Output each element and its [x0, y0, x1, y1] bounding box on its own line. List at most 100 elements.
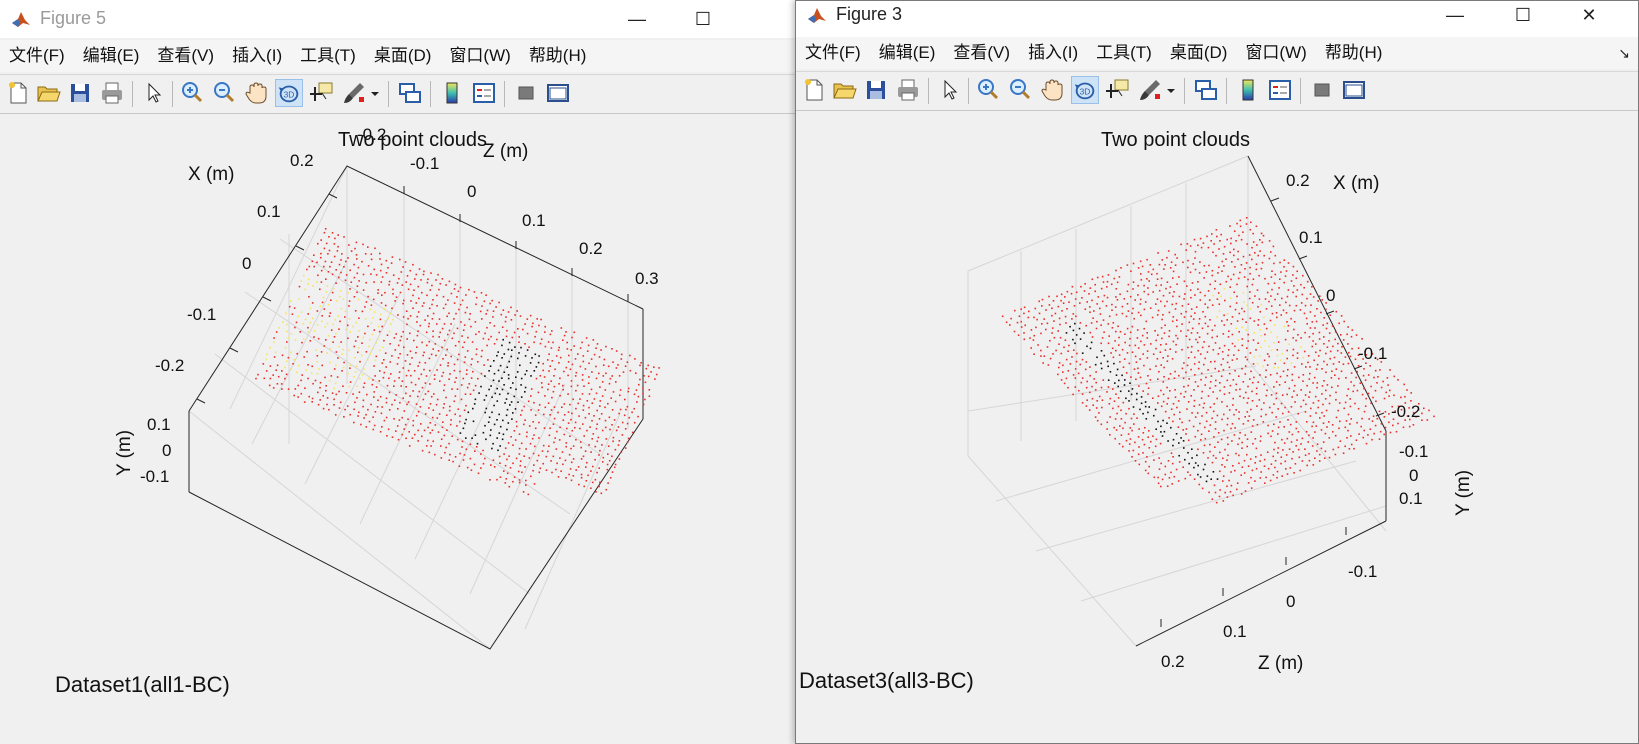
cloud-point: [1102, 379, 1105, 381]
minimize-button[interactable]: —: [628, 9, 646, 29]
menu-desktop[interactable]: 桌面(D): [373, 46, 432, 65]
menu-view[interactable]: 查看(V): [953, 43, 1011, 62]
cloud-point: [490, 429, 492, 431]
cloud-point: [1292, 354, 1294, 357]
menu-view[interactable]: 查看(V): [157, 46, 215, 65]
cloud-point: [618, 440, 621, 442]
rotate-3d-icon[interactable]: 3D: [1071, 76, 1099, 104]
zoom-out-icon[interactable]: [1006, 76, 1034, 104]
cloud-point: [575, 371, 578, 374]
menu-tools[interactable]: 工具(T): [1096, 43, 1152, 62]
cloud-point: [562, 463, 564, 466]
cloud-point: [1329, 394, 1331, 397]
hide-plot-tools-icon[interactable]: [1308, 76, 1336, 104]
plot-3d-axes[interactable]: Two point clouds X (m) Z (m) Y (m) 0.2 0…: [796, 111, 1639, 744]
zoom-in-icon[interactable]: [974, 76, 1002, 104]
colorbar-icon[interactable]: [438, 79, 466, 107]
cloud-point: [530, 475, 532, 478]
zoom-in-icon[interactable]: [178, 79, 206, 107]
zoom-out-icon[interactable]: [210, 79, 238, 107]
cloud-point: [498, 455, 501, 458]
menu-insert[interactable]: 插入(I): [232, 46, 283, 65]
cloud-point: [1160, 425, 1162, 428]
cloud-point: [338, 276, 340, 279]
cloud-point: [1281, 353, 1284, 355]
cloud-point: [1258, 355, 1261, 357]
hide-plot-tools-icon[interactable]: [512, 79, 540, 107]
menu-window[interactable]: 窗口(W): [449, 46, 511, 65]
menu-desktop[interactable]: 桌面(D): [1169, 43, 1228, 62]
cloud-point: [1141, 334, 1144, 337]
pan-hand-icon[interactable]: [242, 79, 270, 107]
brush-icon[interactable]: [1136, 76, 1164, 104]
menu-help[interactable]: 帮助(H): [528, 46, 587, 65]
menu-help[interactable]: 帮助(H): [1324, 43, 1383, 62]
cloud-point: [324, 325, 326, 328]
cloud-point: [1154, 445, 1157, 448]
cloud-point: [600, 413, 603, 415]
open-file-icon[interactable]: [34, 79, 62, 107]
print-icon[interactable]: [894, 76, 922, 104]
dock-arrow-icon[interactable]: ↘: [1618, 45, 1630, 61]
menu-edit[interactable]: 编辑(E): [82, 46, 140, 65]
menu-file[interactable]: 文件(F): [9, 46, 65, 65]
cloud-point: [1166, 403, 1168, 405]
menu-file[interactable]: 文件(F): [805, 43, 861, 62]
new-figure-icon[interactable]: [4, 79, 32, 107]
print-icon[interactable]: [98, 79, 126, 107]
show-plot-tools-icon[interactable]: [544, 79, 572, 107]
link-plot-icon[interactable]: [1192, 76, 1220, 104]
pointer-icon[interactable]: [936, 76, 964, 104]
cloud-point: [1065, 332, 1068, 334]
cloud-point: [617, 364, 619, 366]
colorbar-icon[interactable]: [1234, 76, 1262, 104]
plot-3d-axes[interactable]: Two point clouds X (m) Z (m) Y (m) 0.2 0…: [0, 114, 800, 744]
data-cursor-icon[interactable]: [308, 79, 336, 107]
cloud-point: [453, 363, 456, 366]
cloud-point: [1283, 266, 1285, 268]
cloud-point: [448, 312, 450, 315]
brush-icon[interactable]: [340, 79, 368, 107]
cloud-point: [1311, 445, 1314, 447]
cloud-point: [1130, 393, 1133, 396]
data-cursor-icon[interactable]: [1104, 76, 1132, 104]
cloud-point: [1192, 425, 1195, 428]
new-figure-icon[interactable]: [800, 76, 828, 104]
menu-tools[interactable]: 工具(T): [300, 46, 356, 65]
save-icon[interactable]: [862, 76, 890, 104]
show-plot-tools-icon[interactable]: [1340, 76, 1368, 104]
maximize-button[interactable]: ☐: [1514, 5, 1532, 25]
link-plot-icon[interactable]: [396, 79, 424, 107]
cloud-point: [1251, 425, 1254, 427]
menu-edit[interactable]: 编辑(E): [878, 43, 936, 62]
cloud-point: [1286, 357, 1288, 360]
open-file-icon[interactable]: [830, 76, 858, 104]
pan-hand-icon[interactable]: [1038, 76, 1066, 104]
dataset-caption: Dataset1(all1-BC): [55, 672, 230, 697]
rotate-3d-icon[interactable]: 3D: [275, 79, 303, 107]
menu-insert[interactable]: 插入(I): [1028, 43, 1079, 62]
cloud-point: [1294, 384, 1296, 387]
brush-dropdown-icon[interactable]: [368, 79, 382, 107]
cloud-point: [1273, 282, 1276, 284]
close-button[interactable]: ✕: [1581, 5, 1597, 25]
legend-icon[interactable]: [1266, 76, 1294, 104]
cloud-point: [468, 383, 471, 385]
cloud-point: [1145, 382, 1148, 385]
maximize-button[interactable]: ☐: [694, 9, 712, 29]
cloud-point: [1136, 329, 1139, 331]
save-icon[interactable]: [66, 79, 94, 107]
cloud-point: [512, 412, 514, 414]
brush-dropdown-icon[interactable]: [1164, 76, 1178, 104]
menu-window[interactable]: 窗口(W): [1245, 43, 1307, 62]
cloud-point: [1246, 304, 1248, 307]
legend-icon[interactable]: [470, 79, 498, 107]
cloud-point: [287, 356, 290, 359]
minimize-button[interactable]: —: [1446, 5, 1464, 25]
pointer-icon[interactable]: [140, 79, 168, 107]
cloud-point: [524, 419, 526, 421]
cloud-point: [505, 335, 508, 338]
cloud-point: [563, 370, 565, 373]
cloud-point: [1247, 333, 1249, 336]
cloud-point: [1353, 447, 1355, 450]
